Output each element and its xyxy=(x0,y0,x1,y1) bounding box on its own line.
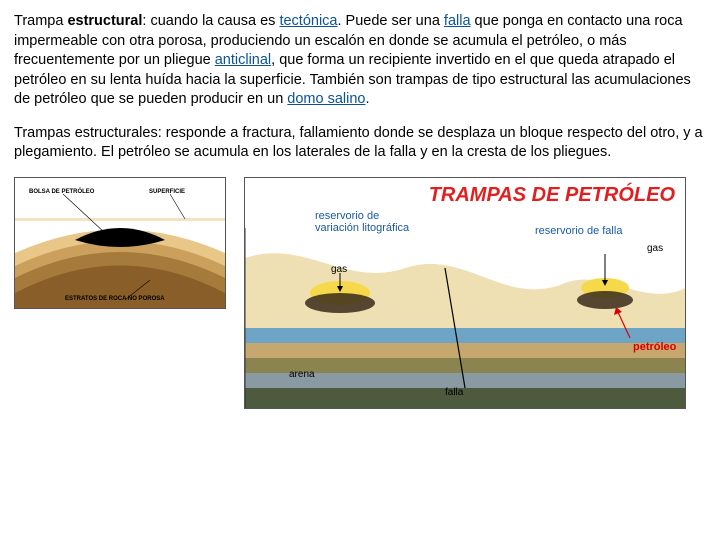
fig1-label-oil: BOLSA DE PETRÓLEO xyxy=(29,188,94,196)
fig2-title: TRAMPAS DE PETRÓLEO xyxy=(429,182,675,209)
text: : cuando la causa es xyxy=(142,13,279,29)
term-estructural: estructural xyxy=(67,13,142,29)
link-tectonica[interactable]: tectónica xyxy=(279,13,337,29)
fig2-label-gas-left: gas xyxy=(331,263,347,277)
fig2-label-gas-right: gas xyxy=(647,242,663,256)
figures-row: BOLSA DE PETRÓLEO SUPERFICIE ESTRATOS DE… xyxy=(14,177,706,409)
fig2-label-arena: arena xyxy=(289,368,315,382)
fig1-label-strata: ESTRATOS DE ROCA NO POROSA xyxy=(65,295,165,303)
fig2-label-falla: falla xyxy=(445,386,463,400)
link-anticlinal[interactable]: anticlinal xyxy=(215,52,271,68)
fig1-label-surface: SUPERFICIE xyxy=(149,188,185,196)
figure-anticlinal: BOLSA DE PETRÓLEO SUPERFICIE ESTRATOS DE… xyxy=(14,177,226,309)
link-falla[interactable]: falla xyxy=(444,13,471,29)
fig2-label-falla-res: reservorio de falla xyxy=(535,224,622,239)
link-domo-salino[interactable]: domo salino xyxy=(287,91,365,107)
text: . Puede ser una xyxy=(338,13,444,29)
figure-trampas: TRAMPAS DE PETRÓLEO reservorio de variac… xyxy=(244,177,686,409)
paragraph-2: Trampas estructurales: responde a fractu… xyxy=(14,124,706,163)
paragraph-1: Trampa estructural: cuando la causa es t… xyxy=(14,12,706,110)
anticlinal-svg xyxy=(15,178,225,308)
fig2-label-lit: reservorio de variación litográfica xyxy=(315,210,425,234)
fig2-label-petroleo: petróleo xyxy=(633,340,676,355)
text: . xyxy=(365,91,369,107)
text: Trampa xyxy=(14,13,67,29)
